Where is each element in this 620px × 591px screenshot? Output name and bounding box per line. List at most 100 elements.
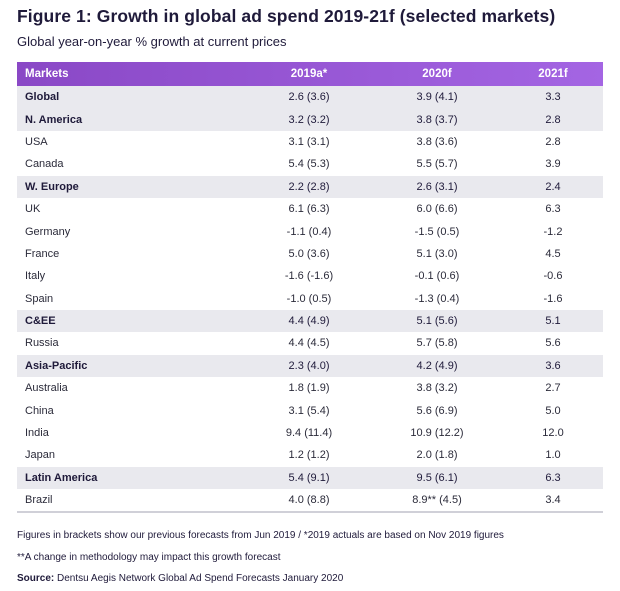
table-row-region: Global 2.6 (3.6) 3.9 (4.1) 3.3 [17,86,603,109]
value-2021-cell: 3.9 [545,158,561,171]
value-2019-cell: -1.6 (-1.6) [284,270,334,283]
market-cell: Japan [25,449,55,462]
source-label: Source: [17,573,55,584]
table-row-region: Latin America 5.4 (9.1) 9.5 (6.1) 6.3 [17,466,603,490]
value-2020-cell: 5.6 (6.9) [416,404,458,417]
market-cell: C&EE [25,315,56,328]
table-row: Germany -1.1 (0.4) -1.5 (0.5) -1.2 [17,220,603,242]
value-2019-cell: 5.4 (9.1) [288,471,330,484]
market-cell: Italy [25,270,46,283]
value-2020-cell: 2.6 (3.1) [416,180,458,193]
header-2020: 2020f [422,68,452,80]
header-markets: Markets [25,68,69,80]
market-cell: Canada [25,158,64,171]
value-2019-cell: 3.2 (3.2) [288,113,330,126]
value-2021-cell: 5.1 [545,315,561,328]
source-text: Dentsu Aegis Network Global Ad Spend For… [54,573,344,584]
table-body: Global 2.6 (3.6) 3.9 (4.1) 3.3 N. America 3.2… [17,86,603,511]
value-2019-cell: 5.0 (3.6) [288,247,330,260]
market-cell: UK [25,203,41,216]
value-2021-cell: 3.4 [545,494,561,507]
market-cell: Asia-Pacific [25,359,88,372]
value-2021-cell: -1.2 [543,225,563,238]
value-2019-cell: -1.1 (0.4) [286,225,332,238]
market-cell: India [25,427,49,440]
value-2021-cell: -1.6 [543,292,563,305]
value-2019-cell: 1.2 (1.2) [288,449,330,462]
value-2021-cell: 3.6 [545,359,561,372]
value-2019-cell: 1.8 (1.9) [288,382,330,395]
value-2020-cell: 3.8 (3.2) [416,382,458,395]
value-2021-cell: 6.3 [545,203,561,216]
table-row-region: W. Europe 2.2 (2.8) 2.6 (3.1) 2.4 [17,175,603,198]
header-2021: 2021f [538,68,568,80]
value-2020-cell: 3.9 (4.1) [416,91,458,104]
figure-subtitle: Global year-on-year % growth at current … [17,34,287,49]
table-bottom-rule [17,511,603,514]
value-2020-cell: 2.0 (1.8) [416,449,458,462]
value-2020-cell: -1.3 (0.4) [414,292,460,305]
value-2020-cell: 10.9 (12.2) [410,427,464,440]
value-2019-cell: 4.4 (4.5) [288,337,330,350]
market-cell: Brazil [25,494,53,507]
value-2020-cell: -1.5 (0.5) [414,225,460,238]
value-2021-cell: 2.8 [545,113,561,126]
market-cell: Global [25,91,60,104]
table-row: Brazil 4.0 (8.8) 8.9** (4.5) 3.4 [17,489,603,511]
value-2019-cell: -1.0 (0.5) [286,292,332,305]
value-2020-cell: 5.7 (5.8) [416,337,458,350]
value-2020-cell: 5.1 (3.0) [416,247,458,260]
market-cell: W. Europe [25,180,79,193]
value-2020-cell: 4.2 (4.9) [416,359,458,372]
value-2020-cell: 6.0 (6.6) [416,203,458,216]
value-2020-cell: 5.5 (5.7) [416,158,458,171]
value-2021-cell: 2.8 [545,135,561,148]
value-2021-cell: -0.6 [543,270,563,283]
brackets-footnote: Figures in brackets show our previous fo… [17,530,504,541]
value-2019-cell: 9.4 (11.4) [285,427,333,440]
table-header: Markets 2019a* 2020f 2021f [17,62,603,86]
table-row: France 5.0 (3.6) 5.1 (3.0) 4.5 [17,243,603,265]
table-row: Australia 1.8 (1.9) 3.8 (3.2) 2.7 [17,377,603,399]
table-row: India 9.4 (11.4) 10.9 (12.2) 12.0 [17,422,603,444]
value-2019-cell: 6.1 (6.3) [288,203,330,216]
table-row: USA 3.1 (3.1) 3.8 (3.6) 2.8 [17,131,603,153]
market-cell: China [25,404,54,417]
source-line: Source: Dentsu Aegis Network Global Ad S… [17,573,343,584]
value-2020-cell: 9.5 (6.1) [416,471,458,484]
market-cell: France [25,247,60,260]
value-2021-cell: 1.0 [545,449,561,462]
market-cell: USA [25,135,48,148]
value-2021-cell: 3.3 [545,91,561,104]
market-cell: Latin America [25,471,98,484]
header-2019: 2019a* [290,68,328,80]
table-row-region: Asia-Pacific 2.3 (4.0) 4.2 (4.9) 3.6 [17,354,603,378]
table-row: Japan 1.2 (1.2) 2.0 (1.8) 1.0 [17,444,603,466]
market-cell: Australia [25,382,68,395]
value-2021-cell: 2.4 [545,180,561,193]
value-2021-cell: 5.6 [545,337,561,350]
market-cell: Russia [25,337,59,350]
table-row: Italy -1.6 (-1.6) -0.1 (0.6) -0.6 [17,265,603,287]
table-row: Spain -1.0 (0.5) -1.3 (0.4) -1.6 [17,288,603,310]
table-row: Russia 4.4 (4.5) 5.7 (5.8) 5.6 [17,332,603,354]
value-2020-cell: 8.9** (4.5) [412,494,462,507]
value-2020-cell: -0.1 (0.6) [414,270,460,283]
value-2021-cell: 12.0 [542,427,564,440]
table-row: Canada 5.4 (5.3) 5.5 (5.7) 3.9 [17,153,603,175]
methodology-footnote: **A change in methodology may impact thi… [17,552,281,563]
value-2019-cell: 2.2 (2.8) [288,180,330,193]
table-row: China 3.1 (5.4) 5.6 (6.9) 5.0 [17,399,603,421]
table-row: UK 6.1 (6.3) 6.0 (6.6) 6.3 [17,198,603,220]
value-2020-cell: 3.8 (3.7) [416,113,458,126]
value-2019-cell: 2.6 (3.6) [288,91,330,104]
value-2021-cell: 6.3 [545,471,561,484]
market-cell: Germany [25,225,71,238]
value-2021-cell: 4.5 [545,247,561,260]
value-2019-cell: 4.0 (8.8) [288,494,330,507]
market-cell: Spain [25,292,54,305]
value-2019-cell: 5.4 (5.3) [288,158,330,171]
ad-spend-table: Markets 2019a* 2020f 2021f Global 2.6 (3.… [17,62,603,514]
value-2019-cell: 3.1 (3.1) [288,135,330,148]
value-2019-cell: 3.1 (5.4) [288,404,330,417]
